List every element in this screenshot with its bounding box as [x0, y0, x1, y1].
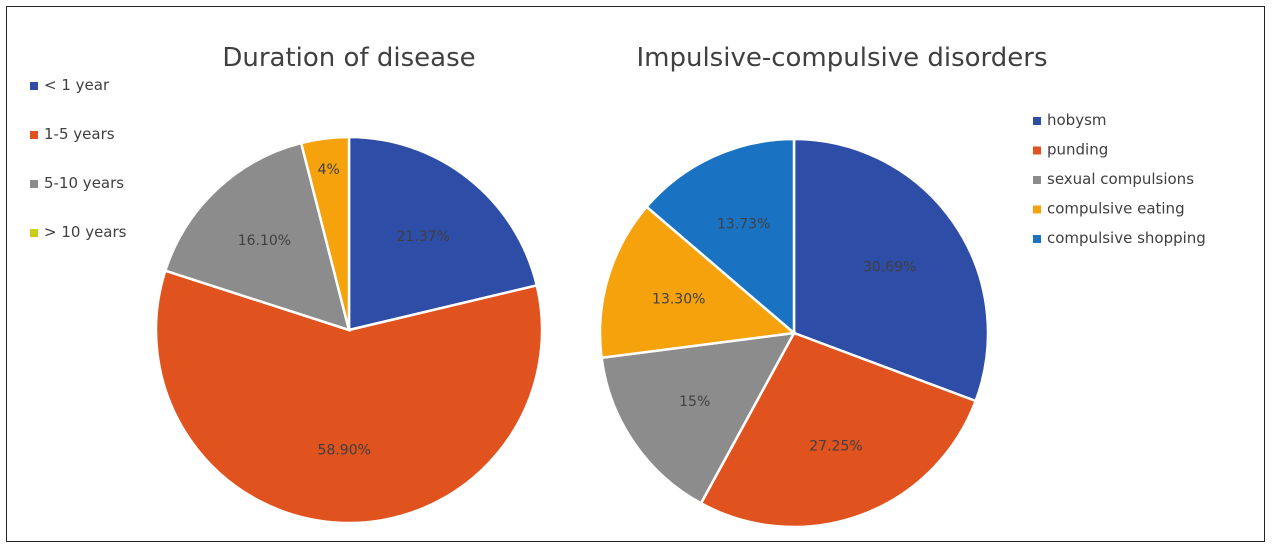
legend-label: 5-10 years — [44, 174, 124, 192]
data-label: 13.30% — [652, 292, 705, 308]
pie-slice — [699, 331, 978, 529]
data-label: 58.90% — [318, 443, 371, 459]
legend-swatch — [1033, 176, 1041, 184]
pie-slice — [347, 135, 539, 332]
slice-labels: 21.37% 58.90% 16.10% 4% — [238, 162, 450, 458]
legend-swatch — [1033, 205, 1041, 214]
icd-chart: Impulsive-compulsive disorders 30.69% 27.… — [598, 43, 1206, 529]
chart-title: Impulsive-compulsive disorders — [636, 43, 1047, 73]
legend-swatch — [30, 131, 38, 139]
legend-swatch — [1033, 146, 1041, 155]
legend-label: compulsive eating — [1047, 200, 1185, 218]
pie-slices — [598, 137, 990, 529]
data-label: 4% — [318, 162, 340, 178]
legend-label: > 10 years — [44, 223, 127, 241]
data-label: 21.37% — [397, 229, 450, 245]
legend-label: hobysm — [1047, 111, 1107, 129]
legend-label: sexual compulsions — [1047, 170, 1194, 188]
chart-legend: hobysm punding sexual compulsions compulsiv… — [1033, 111, 1206, 247]
legend-label: punding — [1047, 141, 1108, 159]
pie-slice — [644, 137, 796, 336]
legend-swatch — [30, 180, 38, 188]
pie-slices — [154, 135, 544, 525]
data-label: 27.25% — [809, 439, 862, 455]
data-label: 13.73% — [717, 217, 770, 233]
slice-labels: 30.69% 27.25% 15% 13.30% 13.73% — [652, 217, 916, 455]
data-label: 15% — [679, 394, 710, 410]
duration-chart: Duration of disease 21.37% 58.90% 16.10% 4%… — [30, 43, 544, 525]
pie-slice — [163, 141, 351, 332]
pie-slice — [299, 135, 351, 331]
pie-slice — [600, 331, 797, 505]
legend-swatch — [1033, 235, 1041, 243]
chart-legend: < 1 year 1-5 years 5-10 years > 10 years — [30, 76, 127, 241]
data-label: 16.10% — [238, 233, 291, 249]
pie-slice — [598, 205, 797, 360]
pie-slice — [792, 137, 990, 403]
data-label: 30.69% — [863, 260, 916, 276]
legend-swatch — [30, 82, 38, 90]
legend-label: 1-5 years — [44, 125, 115, 143]
legend-label: compulsive shopping — [1047, 229, 1206, 247]
chart-title: Duration of disease — [222, 43, 475, 73]
legend-label: < 1 year — [44, 76, 110, 94]
legend-swatch — [30, 229, 38, 237]
pie-slice — [154, 269, 544, 525]
legend-swatch — [1033, 117, 1041, 125]
